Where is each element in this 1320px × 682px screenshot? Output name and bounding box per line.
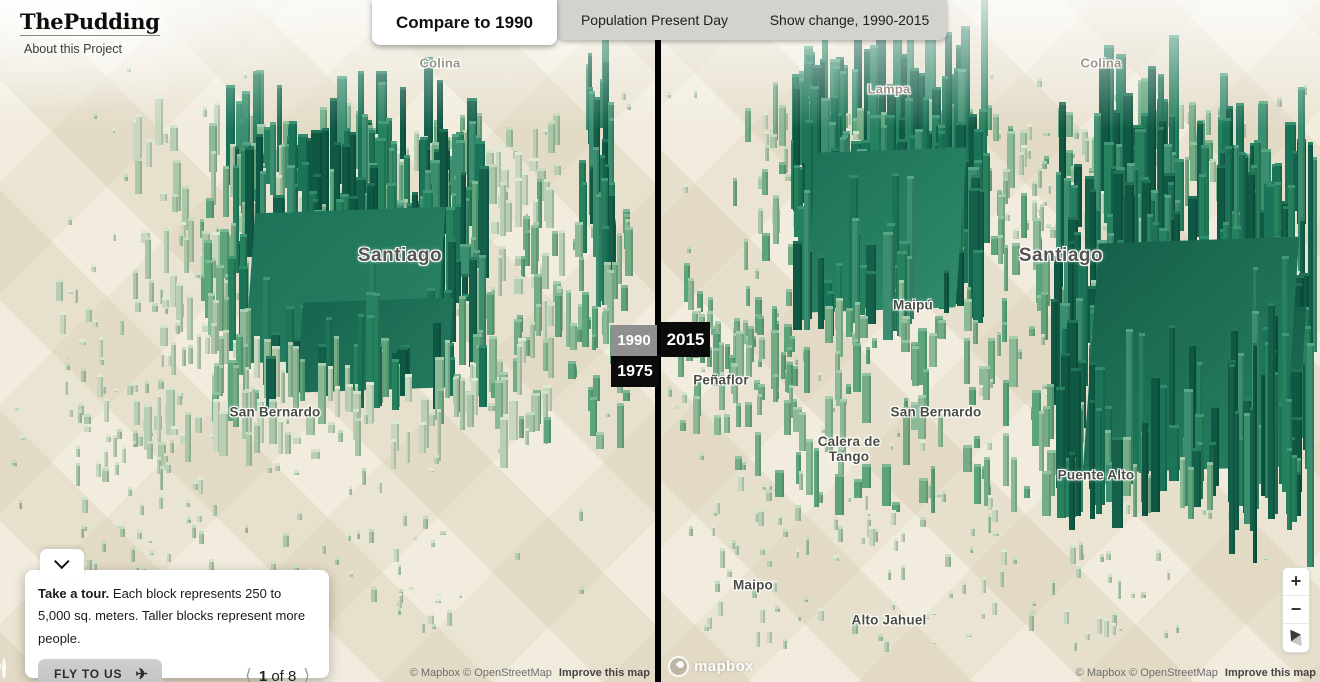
about-project-link[interactable]: About this Project (24, 42, 122, 56)
mapbox-logo-icon[interactable] (2, 658, 6, 679)
map-nav-controls: + − (1282, 567, 1310, 653)
next-page-icon[interactable]: ⟩ (303, 666, 310, 682)
tour-card: Take a tour. Each block represents 250 t… (25, 570, 329, 682)
current-page: 1 (258, 667, 268, 682)
year-chip-2015[interactable]: 2015 (661, 322, 710, 357)
tour-text: Take a tour. Each block represents 250 t… (38, 583, 316, 650)
map-panel-1990[interactable]: Colina Santiago San Bernardo © Mapbox © Op… (0, 0, 655, 682)
zoom-in-button[interactable]: + (1283, 568, 1309, 596)
year-chip-1975[interactable]: 1975 (611, 356, 659, 387)
improve-map-link[interactable]: Improve this map (558, 667, 650, 679)
map-attribution: © Mapbox © OpenStreetMap Improve this ma… (410, 667, 650, 679)
airplane-icon: ✈ (135, 666, 148, 682)
fly-to-us-button[interactable]: FLY TO US ✈ (38, 659, 162, 682)
mapbox-logo[interactable]: mapbox (668, 656, 754, 677)
mapbox-wordmark: mapbox (694, 658, 754, 675)
osm-attribution-link[interactable]: © OpenStreetMap (463, 667, 552, 679)
mapbox-circle-icon (2, 658, 6, 679)
prev-page-icon[interactable]: ⟨ (245, 666, 252, 682)
tab-show-change[interactable]: Show change, 1990-2015 (769, 12, 930, 28)
mapbox-attribution-link[interactable]: © Mapbox (409, 667, 460, 679)
tour-pagination: ⟨ 1 of 8 ⟩ (245, 666, 310, 682)
map-panel-2015[interactable]: Lampa Colina Santiago Maipú Peñaflor San Bern… (661, 0, 1320, 682)
zoom-out-button[interactable]: − (1283, 596, 1309, 624)
compass-needle-icon (1285, 626, 1307, 650)
osm-attribution-link[interactable]: © OpenStreetMap (1129, 667, 1218, 679)
chevron-down-icon (53, 553, 70, 569)
pudding-logo[interactable]: ThePudding (20, 9, 160, 36)
tour-lead: Take a tour. (38, 586, 110, 601)
tab-population-present-day[interactable]: Population Present Day (580, 12, 729, 28)
mapbox-attribution-link[interactable]: © Mapbox (1075, 667, 1126, 679)
fly-to-us-label: FLY TO US (54, 667, 123, 682)
population-blocks-2015 (661, 0, 1320, 682)
year-chip-1990[interactable]: 1990 (611, 325, 657, 356)
brand-block: ThePudding About this Project (20, 9, 160, 56)
map-attribution: © Mapbox © OpenStreetMap Improve this ma… (1076, 667, 1316, 679)
tab-compare-1990[interactable]: Compare to 1990 (372, 0, 557, 45)
page-total: of 8 (271, 667, 297, 682)
tour-body: Each block represents 250 to 5,000 sq. m… (38, 586, 306, 646)
mapbox-circle-icon (668, 656, 689, 677)
compass-button[interactable] (1283, 624, 1309, 652)
tab-group: Population Present Day Show change, 1990… (557, 0, 947, 40)
tour-collapse-button[interactable] (40, 549, 84, 577)
improve-map-link[interactable]: Improve this map (1224, 667, 1316, 679)
